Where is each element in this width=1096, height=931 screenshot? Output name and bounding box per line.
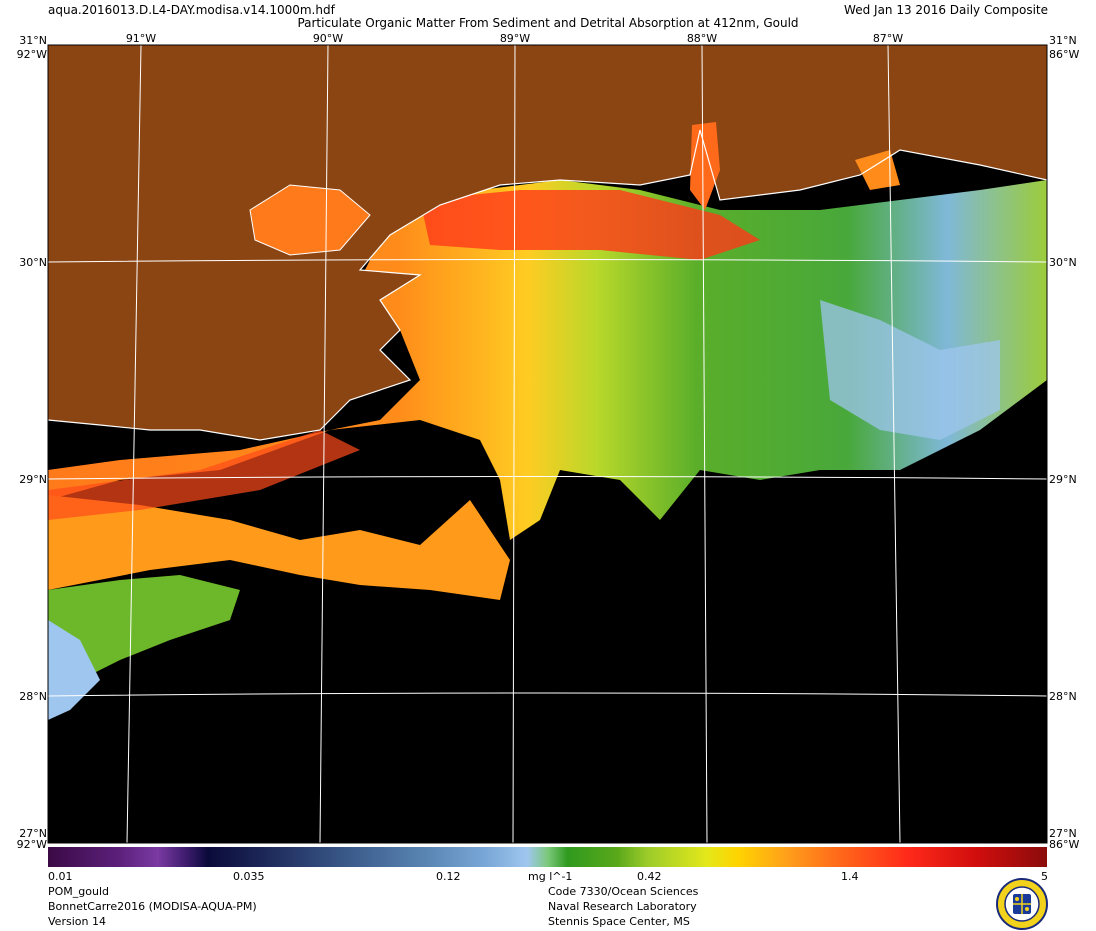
lon-label-89w: 89°W <box>500 32 530 45</box>
corner-bottom-right-lon: 86°W <box>1049 838 1079 851</box>
colorbar-label-0.12: 0.12 <box>436 870 461 883</box>
lat-label-right-28n: 28°N <box>1049 690 1077 703</box>
corner-top-left-lon: 92°W <box>17 48 47 61</box>
file-name: aqua.2016013.D.L4-DAY.modisa.v14.1000m.h… <box>48 3 335 17</box>
colorbar-label-1.4: 1.4 <box>841 870 859 883</box>
corner-top-right-lat: 31°N <box>1049 34 1077 47</box>
lon-label-87w: 87°W <box>873 32 903 45</box>
colorbar-label-0.01: 0.01 <box>48 870 73 883</box>
lat-label-left-30n: 30°N <box>19 256 47 269</box>
colorbar-label-5: 5 <box>1041 870 1048 883</box>
composite-date: Wed Jan 13 2016 Daily Composite <box>844 3 1048 17</box>
corner-top-left-lat: 31°N <box>19 34 47 47</box>
org-code: Code 7330/Ocean Sciences <box>548 885 699 898</box>
org-location: Stennis Space Center, MS <box>548 915 690 928</box>
nrl-seal-icon <box>996 878 1048 930</box>
lake-pontchartrain <box>250 185 370 255</box>
lat-label-left-29n: 29°N <box>19 473 47 486</box>
lake-shore <box>249 184 371 256</box>
corner-bottom-left-lat: 27°N <box>19 827 47 840</box>
project-name: BonnetCarre2016 (MODISA-AQUA-PM) <box>48 900 257 913</box>
lon-label-88w: 88°W <box>687 32 717 45</box>
pensacola-bay <box>855 150 900 190</box>
org-name: Naval Research Laboratory <box>548 900 697 913</box>
colorbar-label-0.42: 0.42 <box>637 870 662 883</box>
pom-high-nearshore <box>420 190 760 260</box>
land-mass <box>48 45 1047 440</box>
lat-label-right-30n: 30°N <box>1049 256 1077 269</box>
color-scale-bar <box>48 847 1047 867</box>
lat-label-left-28n: 28°N <box>19 690 47 703</box>
pom-offshore-green <box>48 575 240 700</box>
lat-label-right-29n: 29°N <box>1049 473 1077 486</box>
map-area <box>48 45 1047 843</box>
version-label: Version 14 <box>48 915 106 928</box>
pom-offshore-band <box>48 495 510 600</box>
pom-low-blue-east <box>820 300 1000 440</box>
colorbar-unit: mg l^-1 <box>528 870 573 883</box>
colorbar-label-0.035: 0.035 <box>233 870 265 883</box>
pom-plume <box>48 180 1047 540</box>
map-title: Particulate Organic Matter From Sediment… <box>297 16 799 30</box>
pom-high-west <box>48 430 360 520</box>
corner-bottom-left-lon: 92°W <box>17 838 47 851</box>
pom-offshore-blue <box>48 620 100 720</box>
product-name: POM_gould <box>48 885 110 898</box>
corner-bottom-right-lat: 27°N <box>1049 827 1077 840</box>
map-frame <box>47 44 1048 844</box>
lon-label-90w: 90°W <box>313 32 343 45</box>
corner-top-right-lon: 86°W <box>1049 48 1079 61</box>
coastline <box>48 129 1047 441</box>
lon-label-91w: 91°W <box>126 32 156 45</box>
graticule <box>48 45 1047 843</box>
